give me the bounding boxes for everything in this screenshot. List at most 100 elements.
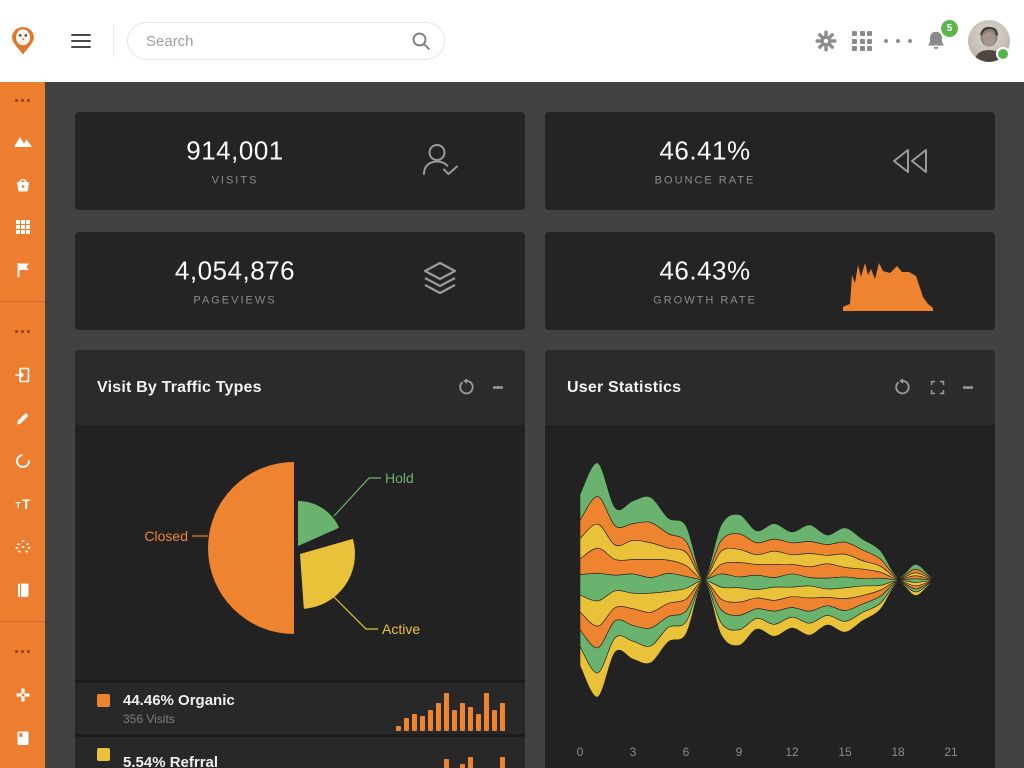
growth-rate-label: GROWTH RATE [653, 294, 757, 307]
sidebar-item-cards[interactable] [0, 568, 45, 611]
svg-text:T: T [15, 500, 21, 510]
user-avatar[interactable] [968, 20, 1010, 62]
grid-icon [15, 219, 30, 234]
spark-bar [500, 703, 505, 731]
expand-button[interactable] [929, 379, 946, 396]
shopping-basket-icon [16, 178, 29, 191]
pie-slice-closed[interactable] [208, 462, 294, 634]
flag-icon [17, 262, 29, 277]
stat-card-growth-rate: 46.43% GROWTH RATE [545, 232, 995, 330]
panel-menu-button[interactable] [492, 383, 503, 392]
search-input[interactable] [127, 22, 445, 60]
refresh-button[interactable] [457, 378, 476, 397]
logout-door-icon [15, 367, 29, 382]
refrral-bars-sparkline [444, 745, 505, 768]
notebook-icon [17, 731, 28, 745]
add-widget-icon [16, 688, 29, 701]
spark-bar [476, 713, 481, 731]
panel-header: User Statistics [545, 350, 995, 425]
panel-menu-button[interactable] [962, 383, 973, 392]
spark-bar [412, 713, 417, 731]
sidebar-item-typography[interactable]: T T [0, 482, 45, 525]
header-actions: 5 [808, 20, 1024, 62]
stream-ribbon [579, 579, 952, 698]
sidebar-item-docs[interactable] [0, 716, 45, 759]
spark-bar [444, 759, 449, 768]
pie-label-hold: Hold [385, 470, 414, 486]
sidebar-item-loaders[interactable] [0, 439, 45, 482]
sparkle-scatter-icon [15, 539, 30, 552]
owl-pin-logo-icon [11, 27, 34, 55]
header-divider [113, 24, 114, 58]
spark-bar [460, 763, 465, 768]
panel-title: User Statistics [567, 378, 682, 396]
refresh-icon [458, 378, 474, 395]
gear-icon [815, 30, 837, 52]
panel-visit-by-traffic-types: Visit By Traffic Types Closed Hold Active … [75, 350, 525, 768]
axis-tick-label: 0 [576, 745, 584, 759]
spark-bar [452, 709, 457, 731]
axis-tick-label: 9 [735, 745, 743, 759]
panel-title: Visit By Traffic Types [97, 378, 262, 396]
icon-sidebar: T T [0, 82, 45, 768]
traffic-types-pie-chart[interactable]: Closed Hold Active [75, 425, 525, 675]
organic-bars-sparkline [396, 691, 505, 731]
sidebar-item-flags[interactable] [0, 248, 45, 291]
refresh-button[interactable] [893, 378, 912, 397]
sidebar-item-authentication[interactable] [0, 353, 45, 396]
spark-bar [492, 709, 497, 731]
axis-tick-label: 3 [629, 745, 637, 759]
legend-row-organic[interactable]: 44.46% Organic 356 Visits [75, 680, 525, 734]
menu-toggle-button[interactable] [71, 30, 91, 52]
sidebar-item-scatter[interactable] [0, 525, 45, 568]
spark-bar [404, 717, 409, 731]
apps-grid-button[interactable] [844, 21, 880, 61]
stat-card-visits: 914,001 VISITS [75, 112, 525, 210]
spark-bar [484, 692, 489, 731]
bounce-rate-label: BOUNCE RATE [654, 174, 756, 187]
spark-bar [444, 692, 449, 731]
sidebar-item-widgets[interactable] [0, 205, 45, 248]
axis-tick-label: 15 [838, 745, 852, 759]
growth-rate-value: 46.43% [659, 255, 751, 286]
panel-header: Visit By Traffic Types [75, 350, 525, 425]
search-icon[interactable] [410, 30, 432, 52]
sidebar-divider [0, 621, 45, 622]
pie-slice-hold[interactable] [298, 501, 340, 546]
sidebar-item-gallery[interactable] [0, 119, 45, 162]
spark-bar [460, 703, 465, 731]
top-header: 5 [0, 0, 1024, 82]
label-leader-line [333, 477, 381, 517]
stat-card-bounce-rate: 46.41% BOUNCE RATE [545, 112, 995, 210]
axis-tick-label: 21 [944, 745, 958, 759]
x-axis: 0 3 6 9 12 15 18 21 [545, 745, 995, 763]
legend-row-refrral[interactable]: 5.54% Refrral [75, 734, 525, 768]
pageviews-label: PAGEVIEWS [193, 294, 277, 307]
typography-icon: T T [15, 497, 31, 512]
notifications-button[interactable]: 5 [916, 20, 958, 61]
settings-gear-button[interactable] [808, 21, 844, 61]
stat-cards-grid: 914,001 VISITS 46.41% BOUNCE RATE [75, 112, 995, 330]
layers-icon [423, 261, 457, 295]
user-statistics-streamgraph[interactable] [545, 425, 995, 735]
sidebar-section-ellipsis [0, 630, 45, 673]
pie-slice-active[interactable] [300, 538, 355, 609]
axis-tick-label: 12 [785, 745, 799, 759]
sidebar-item-shop[interactable] [0, 162, 45, 205]
app-logo[interactable] [0, 0, 45, 82]
spark-bar [468, 757, 473, 768]
address-book-icon [17, 583, 28, 597]
pageviews-value: 4,054,876 [174, 255, 296, 286]
sidebar-item-extensions[interactable] [0, 673, 45, 716]
more-options-button[interactable] [880, 21, 916, 61]
sidebar-item-forms[interactable] [0, 396, 45, 439]
panel-user-statistics: User Statistics [545, 350, 995, 768]
label-leader-line [332, 595, 378, 630]
online-status-dot [996, 47, 1010, 61]
refresh-icon [894, 378, 910, 395]
organic-visits: 356 Visits [123, 711, 175, 726]
spark-bar [500, 757, 505, 768]
stat-card-pageviews: 4,054,876 PAGEVIEWS [75, 232, 525, 330]
bell-icon [927, 31, 945, 50]
sidebar-section-ellipsis [0, 310, 45, 353]
